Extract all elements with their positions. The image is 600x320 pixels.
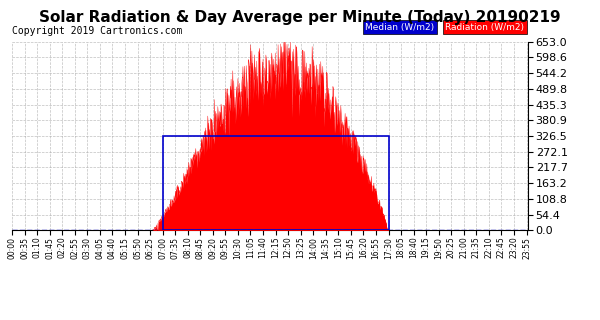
Text: Median (W/m2): Median (W/m2) — [365, 23, 434, 32]
Bar — [163, 136, 389, 230]
Text: Radiation (W/m2): Radiation (W/m2) — [445, 23, 524, 32]
Text: Solar Radiation & Day Average per Minute (Today) 20190219: Solar Radiation & Day Average per Minute… — [39, 10, 561, 25]
Text: Copyright 2019 Cartronics.com: Copyright 2019 Cartronics.com — [12, 27, 182, 36]
